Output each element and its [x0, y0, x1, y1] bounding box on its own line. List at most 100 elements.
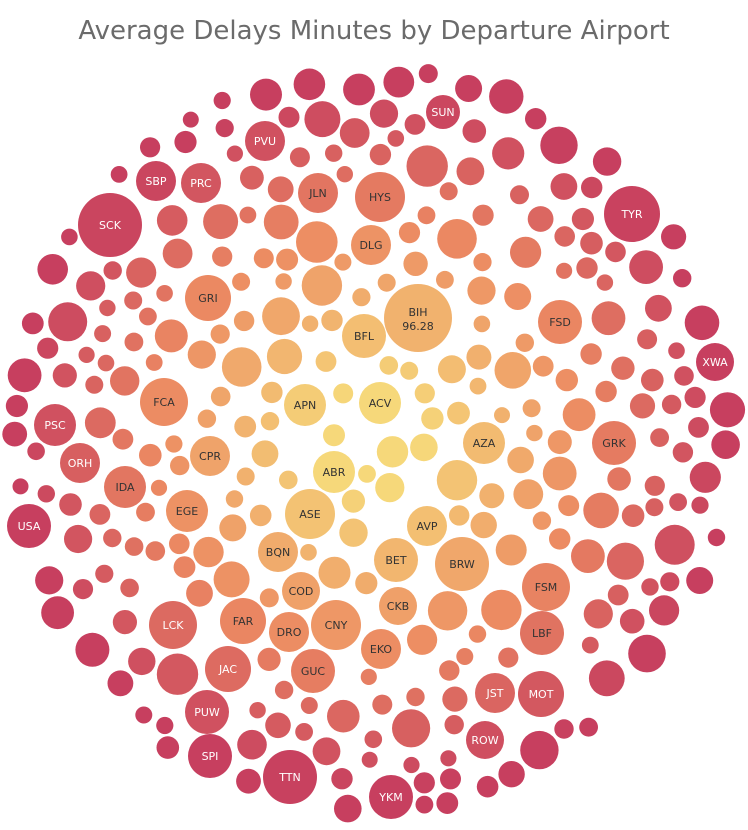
airport-bubble[interactable]	[300, 544, 317, 561]
airport-bubble[interactable]	[686, 567, 714, 594]
airport-bubble[interactable]	[440, 750, 457, 767]
bubble-mark[interactable]	[269, 612, 309, 652]
airport-bubble[interactable]	[468, 625, 487, 643]
bubble-mark[interactable]	[136, 161, 176, 201]
bubble-mark[interactable]	[149, 601, 197, 649]
airport-bubble[interactable]	[456, 157, 485, 186]
airport-bubble[interactable]	[436, 460, 478, 501]
airport-bubble[interactable]	[48, 302, 88, 342]
airport-bubble[interactable]	[494, 407, 510, 424]
airport-bubble-cny[interactable]: CNY	[311, 600, 361, 650]
airport-bubble[interactable]	[186, 579, 213, 607]
airport-bubble[interactable]	[691, 496, 709, 514]
airport-bubble[interactable]	[64, 524, 93, 554]
airport-bubble-lck[interactable]: LCK	[149, 601, 197, 649]
airport-bubble[interactable]	[260, 412, 280, 431]
airport-bubble[interactable]	[525, 108, 547, 130]
airport-bubble[interactable]	[341, 489, 365, 513]
airport-bubble[interactable]	[554, 226, 575, 247]
airport-bubble[interactable]	[75, 632, 110, 667]
airport-bubble[interactable]	[279, 470, 298, 490]
bubble-mark[interactable]	[359, 382, 401, 424]
airport-bubble[interactable]	[583, 599, 613, 629]
airport-bubble[interactable]	[607, 584, 629, 606]
airport-bubble[interactable]	[301, 265, 343, 306]
airport-bubble[interactable]	[261, 381, 283, 404]
airport-bubble[interactable]	[383, 66, 415, 98]
airport-bubble[interactable]	[275, 273, 292, 290]
airport-bubble[interactable]	[336, 166, 353, 183]
airport-bubble[interactable]	[251, 440, 279, 468]
airport-bubble[interactable]	[417, 206, 436, 225]
airport-bubble[interactable]	[684, 305, 720, 341]
airport-bubble[interactable]	[628, 634, 666, 673]
airport-bubble[interactable]	[437, 219, 477, 259]
bubble-mark[interactable]	[475, 673, 515, 713]
airport-bubble[interactable]	[571, 539, 605, 573]
airport-bubble-bfl[interactable]: BFL	[342, 314, 386, 358]
airport-bubble[interactable]	[467, 276, 496, 305]
airport-bubble[interactable]	[124, 537, 144, 556]
airport-bubble[interactable]	[84, 407, 116, 439]
airport-bubble[interactable]	[510, 185, 529, 205]
airport-bubble[interactable]	[321, 309, 343, 332]
airport-bubble[interactable]	[439, 660, 460, 681]
airport-bubble[interactable]	[262, 297, 300, 336]
airport-bubble[interactable]	[301, 315, 319, 332]
bubble-mark[interactable]	[604, 186, 660, 242]
airport-bubble[interactable]	[334, 794, 362, 823]
airport-bubble[interactable]	[629, 393, 656, 419]
airport-bubble[interactable]	[513, 479, 544, 510]
airport-bubble[interactable]	[407, 624, 438, 655]
airport-bubble[interactable]	[145, 541, 166, 561]
airport-bubble[interactable]	[187, 340, 216, 369]
airport-bubble[interactable]	[689, 461, 721, 493]
airport-bubble[interactable]	[221, 347, 262, 387]
airport-bubble-dlg[interactable]: DLG	[351, 225, 391, 265]
airport-bubble[interactable]	[197, 409, 217, 428]
airport-bubble[interactable]	[236, 768, 261, 794]
airport-bubble[interactable]	[126, 257, 157, 288]
airport-bubble[interactable]	[605, 241, 626, 263]
bubble-mark[interactable]	[60, 443, 100, 483]
airport-bubble[interactable]	[576, 257, 598, 279]
airport-bubble[interactable]	[236, 467, 255, 486]
airport-bubble[interactable]	[550, 173, 578, 200]
airport-bubble[interactable]	[72, 579, 94, 600]
airport-bubble[interactable]	[240, 165, 264, 190]
airport-bubble[interactable]	[479, 483, 505, 509]
airport-bubble[interactable]	[97, 354, 115, 372]
airport-bubble[interactable]	[355, 572, 378, 595]
airport-bubble[interactable]	[99, 299, 116, 317]
airport-bubble[interactable]	[253, 248, 274, 269]
bubble-mark[interactable]	[7, 504, 51, 548]
bubble-mark[interactable]	[520, 611, 564, 655]
airport-bubble[interactable]	[611, 356, 635, 380]
bubble-mark[interactable]	[311, 600, 361, 650]
bubble-mark[interactable]	[285, 489, 335, 539]
bubble-mark[interactable]	[538, 300, 582, 344]
airport-bubble[interactable]	[473, 253, 492, 272]
airport-bubble-grk[interactable]: GRK	[592, 421, 636, 465]
airport-bubble-jac[interactable]: JAC	[205, 646, 251, 692]
airport-bubble[interactable]	[343, 73, 375, 106]
bubble-mark[interactable]	[263, 750, 317, 804]
airport-bubble[interactable]	[296, 221, 338, 263]
airport-bubble[interactable]	[688, 417, 709, 438]
airport-bubble[interactable]	[369, 143, 392, 166]
airport-bubble[interactable]	[673, 269, 692, 288]
airport-bubble[interactable]	[654, 524, 695, 565]
bubble-mark[interactable]	[435, 537, 489, 591]
airport-bubble[interactable]	[379, 356, 399, 375]
airport-bubble-puw[interactable]: PUW	[185, 690, 229, 734]
airport-bubble-bqn[interactable]: BQN	[258, 532, 298, 572]
airport-bubble[interactable]	[169, 533, 190, 555]
airport-bubble[interactable]	[592, 147, 622, 176]
airport-bubble-eko[interactable]: EKO	[361, 629, 401, 669]
airport-bubble[interactable]	[556, 262, 573, 279]
airport-bubble[interactable]	[173, 556, 196, 578]
airport-bubble[interactable]	[94, 325, 112, 343]
airport-bubble[interactable]	[274, 680, 294, 700]
airport-bubble[interactable]	[498, 761, 525, 788]
airport-bubble[interactable]	[588, 660, 625, 697]
